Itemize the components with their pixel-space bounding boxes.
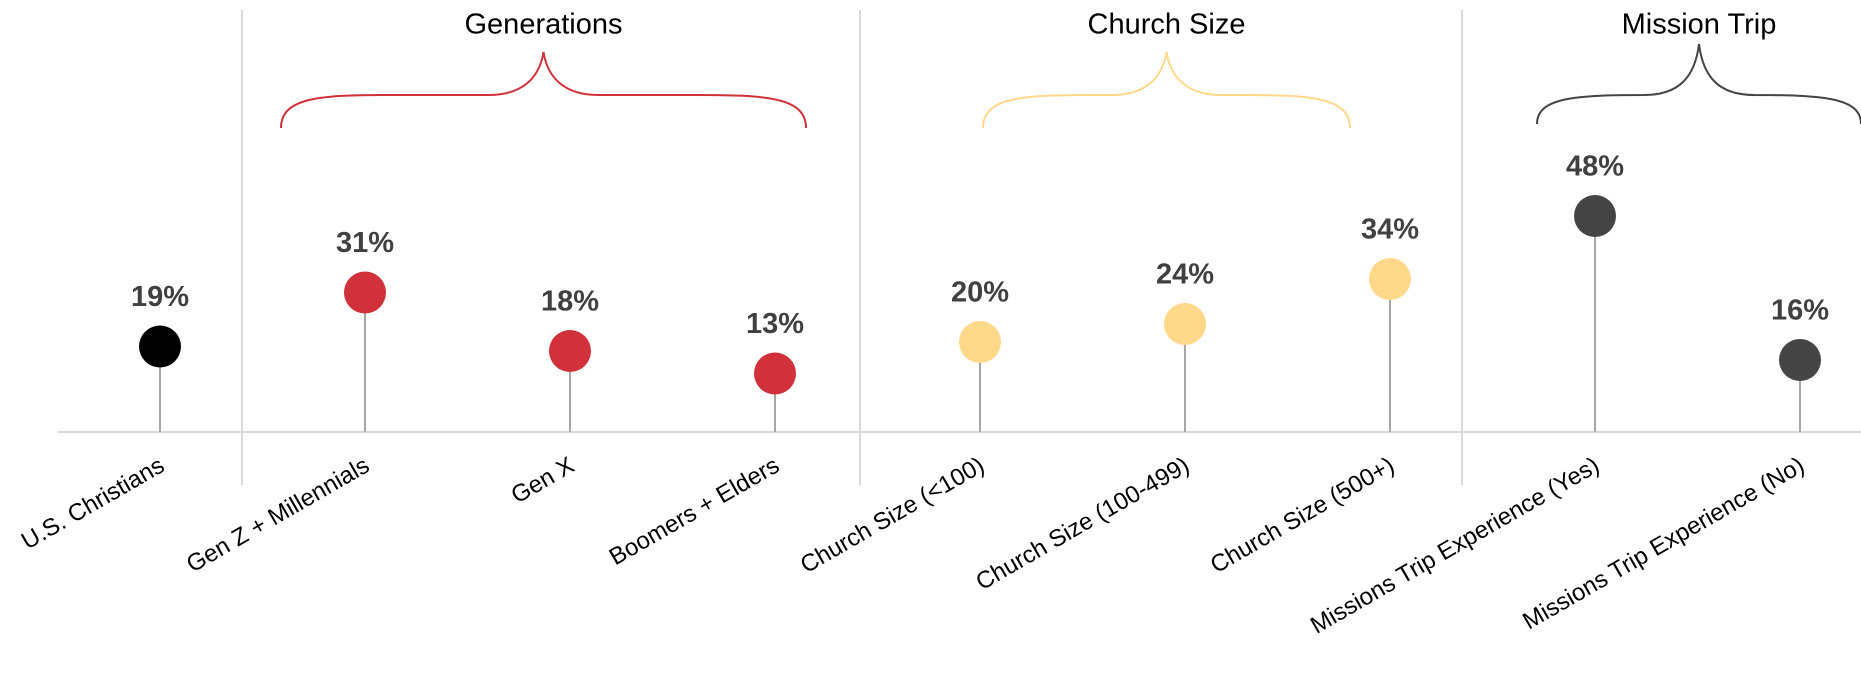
point-missions-trip-experience-yes <box>1574 195 1616 237</box>
value-label-missions-trip-experience-yes: 48% <box>1566 151 1624 183</box>
stems <box>159 216 1801 432</box>
category-label-church-size-500: Church Size (500+) <box>1206 452 1399 579</box>
value-label-church-size-500: 34% <box>1361 214 1419 246</box>
group-braces <box>280 43 1861 129</box>
group-brace-church-size <box>982 51 1351 129</box>
point-boomers-elders <box>754 352 796 395</box>
value-label-church-size-100-499: 24% <box>1156 259 1214 291</box>
value-labels: 19% 31% 18% 13% 20% 24% 34% 48% 16% <box>131 151 1829 341</box>
category-labels: U.S. Christians Gen Z + Millennials Gen X B… <box>17 452 1809 640</box>
value-label-u-s-christians: 19% <box>131 281 189 313</box>
category-label-u-s-christians: U.S. Christians <box>17 452 169 555</box>
value-label-missions-trip-experience-no: 16% <box>1771 295 1829 327</box>
points <box>139 195 1821 395</box>
group-title-church-size: Church Size <box>1088 9 1246 41</box>
category-label-church-size-100: Church Size (<100) <box>796 452 989 579</box>
point-missions-trip-experience-no <box>1779 339 1821 381</box>
group-separators <box>241 10 1463 485</box>
value-label-gen-z-millennials: 31% <box>336 227 394 259</box>
point-u-s-christians <box>139 325 181 368</box>
category-label-gen-x: Gen X <box>507 452 579 509</box>
group-titles: Generations Church Size Mission Trip <box>465 9 1777 41</box>
value-label-church-size-100: 20% <box>951 277 1009 309</box>
group-title-mission-trip: Mission Trip <box>1622 9 1777 41</box>
value-label-boomers-elders: 13% <box>746 308 804 340</box>
group-brace-mission-trip <box>1536 43 1861 125</box>
point-gen-z-millennials <box>344 271 386 314</box>
point-church-size-100-499 <box>1164 303 1206 345</box>
group-brace-generations <box>280 51 807 129</box>
category-label-church-size-100-499: Church Size (100-499) <box>971 452 1194 596</box>
point-church-size-500 <box>1369 258 1411 300</box>
group-title-generations: Generations <box>465 9 623 41</box>
category-label-gen-z-millennials: Gen Z + Millennials <box>182 452 374 578</box>
value-label-gen-x: 18% <box>541 286 599 318</box>
category-label-boomers-elders: Boomers + Elders <box>605 452 784 571</box>
point-gen-x <box>549 330 591 372</box>
point-church-size-100 <box>959 321 1001 363</box>
